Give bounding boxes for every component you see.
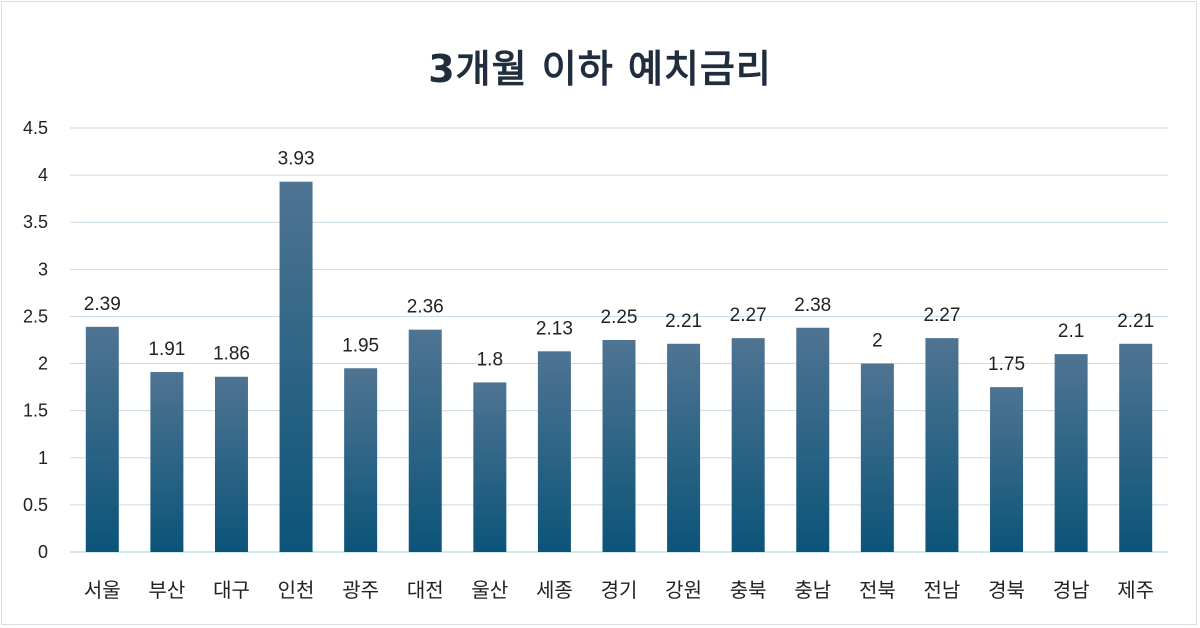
y-tick-label: 4.5 [23,118,48,138]
y-tick-label: 1 [38,448,48,468]
y-tick-label: 3 [38,259,48,279]
y-tick-label: 0 [38,542,48,562]
x-category-label: 대구 [213,578,250,602]
data-label: 2.38 [794,295,831,316]
bar [1119,343,1153,552]
x-axis-categories: 서울 부산 대구 인천 광주 대전 울산 세종 경기 강원 충북 충남 전북 전남 경북 경남 제주 [84,578,1154,602]
x-category-label: 전북 [859,578,896,602]
bar [990,387,1024,552]
bar [214,376,248,552]
data-label: 1.95 [342,335,379,356]
data-label: 2.27 [730,305,767,326]
data-label: 2.21 [1117,311,1154,332]
data-label: 1.91 [148,339,185,360]
bars [85,181,1153,552]
data-label: 2.25 [601,307,638,328]
data-labels: 2.39 1.91 1.86 3.93 1.95 2.36 1.8 2.13 2.25 2.21 2… [84,149,1154,375]
bar [537,351,571,552]
x-category-label: 울산 [471,578,508,602]
x-category-label: 인천 [278,578,315,602]
data-label: 3.93 [278,149,315,170]
data-label: 2.1 [1058,321,1084,342]
data-label: 1.86 [213,344,250,365]
data-label: 2.39 [84,294,121,315]
bar [85,326,119,552]
bar [860,363,894,552]
y-tick-label: 1.5 [23,401,48,421]
bar [408,329,442,552]
chart-title: 3개월 이하 예치금리 [428,47,772,91]
x-category-label: 제주 [1117,578,1154,602]
data-label: 2 [872,331,883,352]
x-category-label: 전남 [924,578,961,602]
bar [473,382,507,552]
y-tick-label: 4 [38,165,48,185]
y-tick-label: 2.5 [23,306,48,326]
bar [344,368,378,552]
y-tick-label: 2 [38,354,48,374]
y-axis-ticks: 0 0.5 1 1.5 2 2.5 3 3.5 4 4.5 [23,118,48,562]
bar [279,181,313,552]
x-category-label: 세종 [536,578,573,602]
x-category-label: 강원 [665,578,702,602]
bar [925,338,959,552]
x-category-label: 서울 [84,578,121,602]
x-category-label: 광주 [342,578,379,602]
x-category-label: 충북 [730,578,767,602]
data-label: 1.75 [988,354,1025,375]
data-label: 2.27 [923,305,960,326]
x-category-label: 대전 [407,578,444,602]
y-tick-label: 0.5 [23,495,48,515]
x-category-label: 경남 [1053,578,1090,602]
x-category-label: 경북 [988,578,1025,602]
bar [796,327,830,552]
bar [150,372,184,552]
bar [731,338,765,552]
bar [602,340,636,552]
data-label: 1.8 [477,349,503,370]
data-label: 2.13 [536,318,573,339]
x-category-label: 경기 [601,578,638,602]
y-tick-label: 3.5 [23,212,48,232]
data-label: 2.21 [665,311,702,332]
data-label: 2.36 [407,297,444,318]
bar [1054,354,1088,552]
x-category-label: 충남 [794,578,831,602]
x-category-label: 부산 [148,578,185,602]
bar [667,343,701,552]
